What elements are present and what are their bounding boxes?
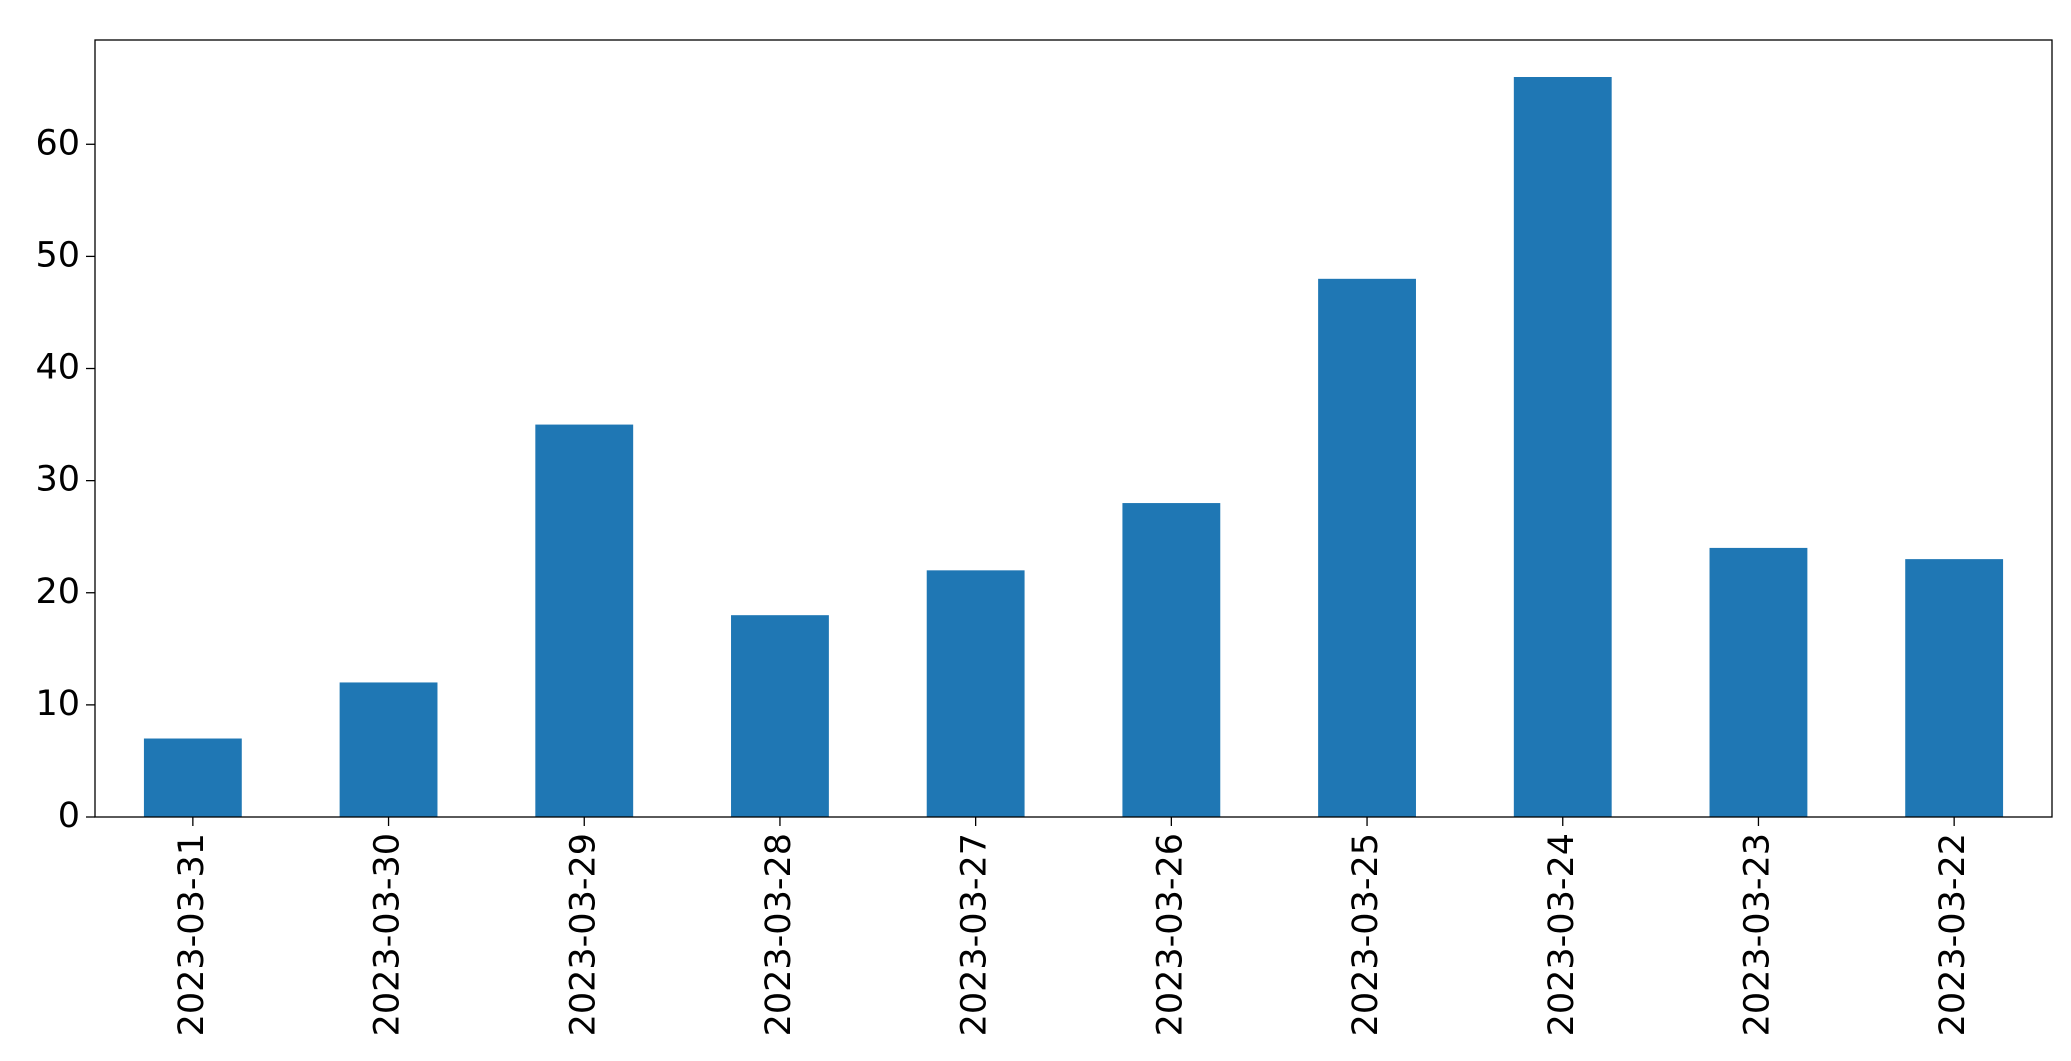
y-tick-label: 30 bbox=[35, 460, 80, 500]
y-tick-label: 50 bbox=[35, 235, 80, 275]
bar bbox=[731, 615, 829, 817]
x-tick-label: 2023-03-22 bbox=[1933, 833, 1973, 1036]
bar bbox=[1318, 278, 1416, 817]
bar bbox=[926, 570, 1025, 817]
x-tick-label: 2023-03-23 bbox=[1737, 833, 1777, 1036]
bar bbox=[339, 682, 438, 817]
x-tick-label: 2023-03-31 bbox=[172, 833, 212, 1036]
bar bbox=[1905, 559, 2004, 817]
y-tick-label: 10 bbox=[35, 684, 80, 724]
x-tick-label: 2023-03-27 bbox=[955, 833, 995, 1036]
x-tick-label: 2023-03-26 bbox=[1150, 833, 1190, 1036]
x-tick-label: 2023-03-28 bbox=[759, 833, 799, 1036]
x-tick-label: 2023-03-29 bbox=[563, 833, 603, 1036]
x-tick-label: 2023-03-24 bbox=[1542, 833, 1582, 1036]
x-tick-label: 2023-03-25 bbox=[1346, 833, 1386, 1036]
y-tick-label: 60 bbox=[35, 123, 80, 163]
bar bbox=[1513, 77, 1612, 817]
x-tick-label: 2023-03-30 bbox=[368, 833, 408, 1036]
y-tick-label: 20 bbox=[35, 572, 80, 612]
y-tick-label: 0 bbox=[58, 796, 80, 836]
bar bbox=[1709, 547, 1808, 817]
plot-frame bbox=[94, 39, 2053, 818]
y-tick-label: 40 bbox=[35, 348, 80, 388]
bar bbox=[535, 424, 634, 817]
bar bbox=[1122, 503, 1221, 817]
bar bbox=[143, 738, 242, 817]
